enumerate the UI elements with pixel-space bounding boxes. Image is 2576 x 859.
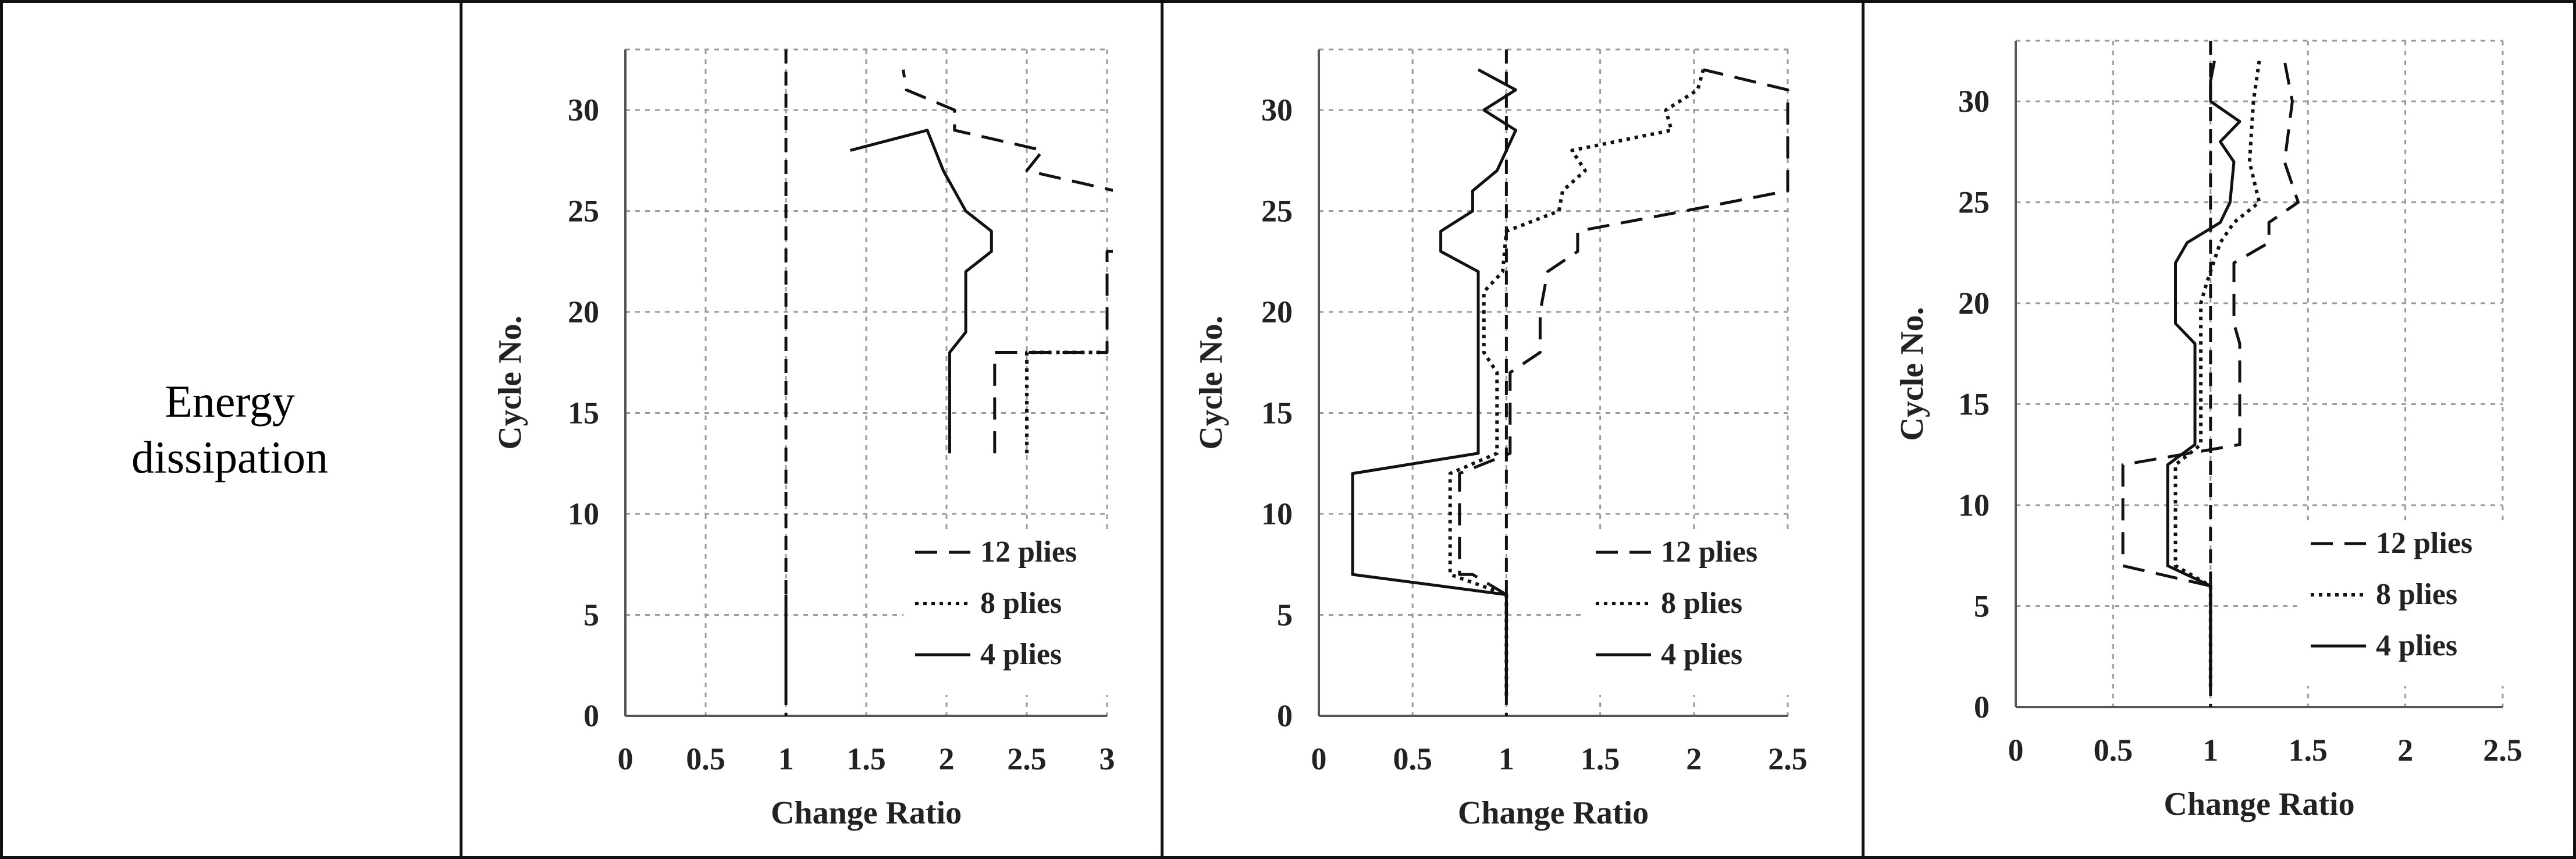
y-tick-label: 15 (1958, 387, 1990, 422)
table-cell-chart-3 (1862, 0, 2576, 859)
legend-label: 8 plies (1661, 587, 1742, 620)
y-axis-label: Cycle No. (1894, 307, 1930, 441)
legend-label: 8 plies (980, 587, 1062, 620)
x-tick-label: 2.5 (1007, 741, 1047, 776)
legend-label: 12 plies (1661, 535, 1757, 569)
series-line-4-plies (849, 129, 993, 453)
x-tick-label: 2 (939, 741, 955, 776)
chart-panel-3: 0 0.5 1 1.5 2 2.5 0 5 10 15 20 25 30 Change Ratio Cycl… (1894, 40, 2522, 822)
row-label: Energy dissipation (0, 0, 460, 859)
legend-background (2299, 521, 2509, 686)
y-axis-label: Cycle No. (1193, 315, 1229, 449)
x-tick-label: 0.5 (1393, 741, 1432, 776)
x-tick-label: 0 (618, 741, 634, 776)
x-axis-label: Change Ratio (1458, 795, 1649, 831)
y-tick-label: 0 (1277, 698, 1293, 733)
legend-label: 12 plies (980, 535, 1077, 569)
y-tick-label: 0 (1974, 690, 1990, 725)
y-tick-label: 10 (1958, 488, 1990, 523)
series-line-4-plies (1351, 68, 1517, 696)
y-tick-label: 20 (1261, 294, 1293, 329)
y-tick-label: 15 (568, 396, 599, 431)
x-axis-label: Change Ratio (2164, 786, 2354, 822)
x-tick-label: 0 (2008, 733, 2024, 768)
x-tick-label: 1 (1499, 741, 1514, 776)
y-tick-label: 0 (583, 698, 599, 733)
x-tick-label: 2 (1686, 741, 1702, 776)
chart-panel-2: 0 0.5 1 1.5 2 2.5 0 5 10 15 20 25 30 Change Ratio Cycl… (1193, 48, 1808, 831)
y-tick-label: 10 (568, 496, 599, 531)
y-tick-label: 5 (1277, 598, 1293, 633)
x-tick-label: 2 (2397, 733, 2413, 768)
y-tick-label: 30 (568, 93, 599, 127)
y-axis-label: Cycle No. (492, 315, 528, 449)
legend-background (1584, 530, 1794, 695)
x-tick-label: 2.5 (2483, 733, 2522, 768)
series-line-8-plies (1448, 69, 1705, 696)
y-tick-label: 25 (1261, 194, 1293, 229)
x-tick-label: 1.5 (846, 741, 886, 776)
row-label-line-2: dissipation (131, 432, 328, 482)
x-tick-label: 1.5 (2288, 733, 2328, 768)
y-tick-label: 5 (583, 598, 599, 633)
x-tick-label: 0.5 (686, 741, 725, 776)
series-line-8-plies (2173, 61, 2261, 687)
series-line-12-plies (2121, 61, 2300, 687)
y-tick-label: 20 (1958, 286, 1990, 321)
x-tick-label: 0.5 (2094, 733, 2133, 768)
x-tick-label: 3 (1100, 741, 1115, 776)
x-tick-label: 1 (2203, 733, 2218, 768)
series-line-4-plies (2166, 61, 2241, 687)
y-tick-label: 10 (1261, 496, 1293, 531)
legend-background (903, 530, 1113, 695)
y-tick-label: 30 (1261, 93, 1293, 127)
y-tick-label: 15 (1261, 396, 1293, 431)
series-line-12-plies (902, 69, 1113, 453)
legend-label: 8 plies (2376, 578, 2457, 611)
y-tick-label: 25 (568, 194, 599, 229)
y-tick-label: 25 (1958, 185, 1990, 220)
legend-label: 4 plies (980, 638, 1062, 671)
legend-label: 4 plies (2376, 629, 2457, 662)
x-tick-label: 1.5 (1581, 741, 1620, 776)
row-label-line-1: Energy (165, 376, 295, 427)
x-tick-label: 2.5 (1768, 741, 1808, 776)
x-tick-label: 0 (1311, 741, 1327, 776)
legend-label: 12 plies (2376, 527, 2472, 560)
y-tick-label: 5 (1974, 589, 1990, 624)
series-line-8-plies (1025, 350, 1107, 453)
y-tick-label: 20 (568, 294, 599, 329)
x-axis-label: Change Ratio (771, 795, 962, 831)
legend-label: 4 plies (1661, 638, 1742, 671)
series-line-12-plies (1458, 68, 1789, 696)
y-tick-label: 30 (1958, 84, 1990, 119)
x-tick-label: 1 (778, 741, 794, 776)
